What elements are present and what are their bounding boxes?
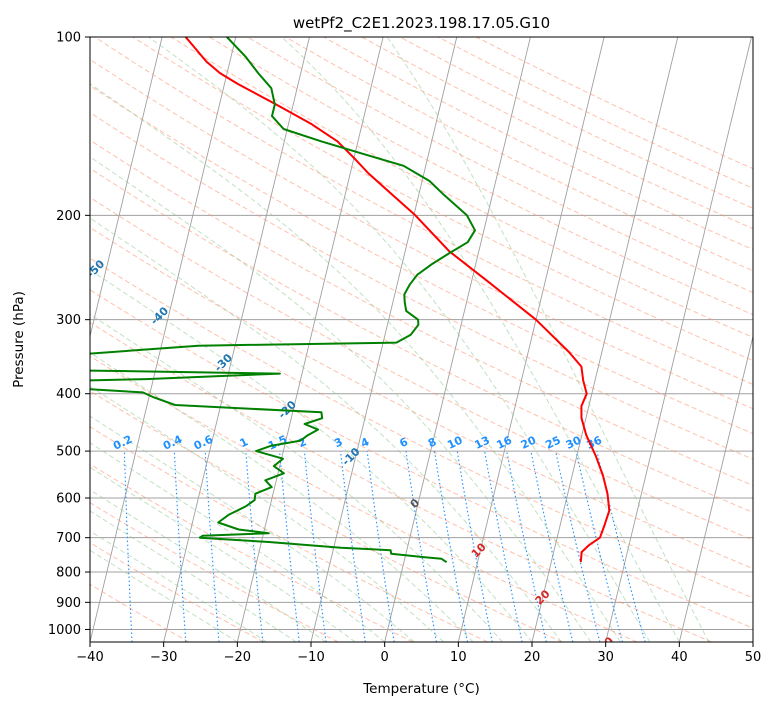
x-tick-label: −20 xyxy=(224,650,251,665)
moist-adiabat-line xyxy=(90,352,474,642)
moist-adiabat-line xyxy=(90,269,533,642)
x-tick-label: 10 xyxy=(450,650,467,665)
y-tick-label: 1000 xyxy=(48,623,81,638)
mixing-ratio-line xyxy=(279,451,300,642)
mixing-ratio-label: 13 xyxy=(473,434,492,452)
y-tick-label: 700 xyxy=(56,531,81,546)
moist-adiabat-line xyxy=(90,466,356,642)
y-tick-label: 300 xyxy=(56,313,81,328)
moist-adiabat-line xyxy=(90,489,326,642)
y-tick-label: 900 xyxy=(56,596,81,611)
moist-adiabat-line xyxy=(148,37,651,642)
x-tick-label: 0 xyxy=(381,650,389,665)
mixing-ratio-label: 16 xyxy=(495,433,515,451)
moist-adiabat-line xyxy=(90,217,562,642)
profiles xyxy=(90,37,611,564)
dry-adiabat-line xyxy=(90,463,414,642)
y-tick-label: 800 xyxy=(56,566,81,581)
dry-adiabat-line xyxy=(94,37,753,385)
isotherm-line xyxy=(163,37,310,642)
moist-adiabat-line xyxy=(90,83,621,642)
x-tick-label: 40 xyxy=(671,650,688,665)
x-tick-label: −40 xyxy=(76,650,103,665)
isotherm-line xyxy=(90,37,163,339)
dry-adiabat-line xyxy=(90,226,753,570)
moist-adiabat-line xyxy=(281,37,680,642)
mixing-ratio-line xyxy=(339,451,366,642)
dry-adiabat-line xyxy=(90,426,488,642)
mixing-ratio-label: 20 xyxy=(519,433,539,451)
moist-adiabat-line xyxy=(386,37,710,642)
x-axis-label: Temperature (°C) xyxy=(362,681,480,697)
y-tick-label: 200 xyxy=(56,209,81,224)
dry-adiabat-label: 30 xyxy=(596,634,616,654)
mixing-ratio-label: 36 xyxy=(585,433,605,451)
mixing-ratio-line xyxy=(245,451,264,642)
isotherm-line xyxy=(90,37,237,642)
temperature-profile-line xyxy=(184,37,611,563)
dry-adiabat-line xyxy=(90,58,753,410)
dry-adiabat-line xyxy=(90,257,753,599)
mixing-ratio-line xyxy=(575,450,623,642)
x-axis: −40 −30 −20 −10 0 10 20 30 40 50 xyxy=(76,642,761,665)
y-axis: 100 200 300 400 500 600 700 800 900 1000 xyxy=(48,31,90,638)
mixing-ratio-line xyxy=(506,450,547,642)
mixing-ratio-line xyxy=(530,450,574,642)
dry-adiabat-line xyxy=(90,390,563,642)
y-tick-label: 500 xyxy=(56,445,81,460)
dry-adiabat-line xyxy=(90,85,753,435)
dry-adiabat-line xyxy=(90,583,190,642)
mixing-ratio-line xyxy=(456,451,493,642)
dewpoint-profile-line xyxy=(90,37,476,564)
dry-adiabat-line xyxy=(90,355,638,642)
moist-adiabat-line xyxy=(90,442,385,642)
mixing-ratio-label: 30 xyxy=(564,433,584,451)
mixing-ratio-line xyxy=(366,451,395,642)
dry-adiabat-line xyxy=(90,196,753,541)
mixing-ratio-label: 10 xyxy=(445,433,465,451)
x-tick-label: 20 xyxy=(524,650,541,665)
mixing-ratio-label: 25 xyxy=(543,434,562,452)
x-tick-label: 50 xyxy=(745,650,762,665)
mixing-ratio-line xyxy=(484,451,523,642)
isotherm-line xyxy=(531,37,679,642)
moist-adiabat-line xyxy=(90,313,503,642)
dry-adiabat-line xyxy=(90,111,753,460)
mixing-ratio-line xyxy=(555,450,601,642)
y-tick-label: 100 xyxy=(56,31,81,46)
background-lines xyxy=(90,37,753,642)
dry-adiabat-line xyxy=(90,321,712,642)
y-tick-label: 600 xyxy=(56,492,81,507)
isotherm-line xyxy=(384,37,531,642)
x-tick-label: 30 xyxy=(597,650,614,665)
mixing-ratio-line xyxy=(204,451,220,642)
mixing-ratio-line xyxy=(303,451,327,642)
x-tick-label: −10 xyxy=(297,650,324,665)
moist-adiabat-line xyxy=(90,385,444,642)
dry-adiabat-line xyxy=(247,37,753,294)
moist-adiabat-line xyxy=(90,156,592,642)
y-tick-label: 400 xyxy=(56,387,81,402)
isotherm-line xyxy=(678,334,753,642)
x-tick-label: −30 xyxy=(150,650,177,665)
dry-adiabat-line xyxy=(90,502,339,642)
isotherm-line xyxy=(605,37,752,642)
moist-adiabat-line xyxy=(90,415,415,642)
chart-title: wetPf2_C2E1.2023.198.17.05.G10 xyxy=(293,14,550,33)
dry-adiabat-line xyxy=(90,289,753,629)
plot-frame xyxy=(89,36,754,643)
y-axis-label: Pressure (hPa) xyxy=(11,291,27,388)
